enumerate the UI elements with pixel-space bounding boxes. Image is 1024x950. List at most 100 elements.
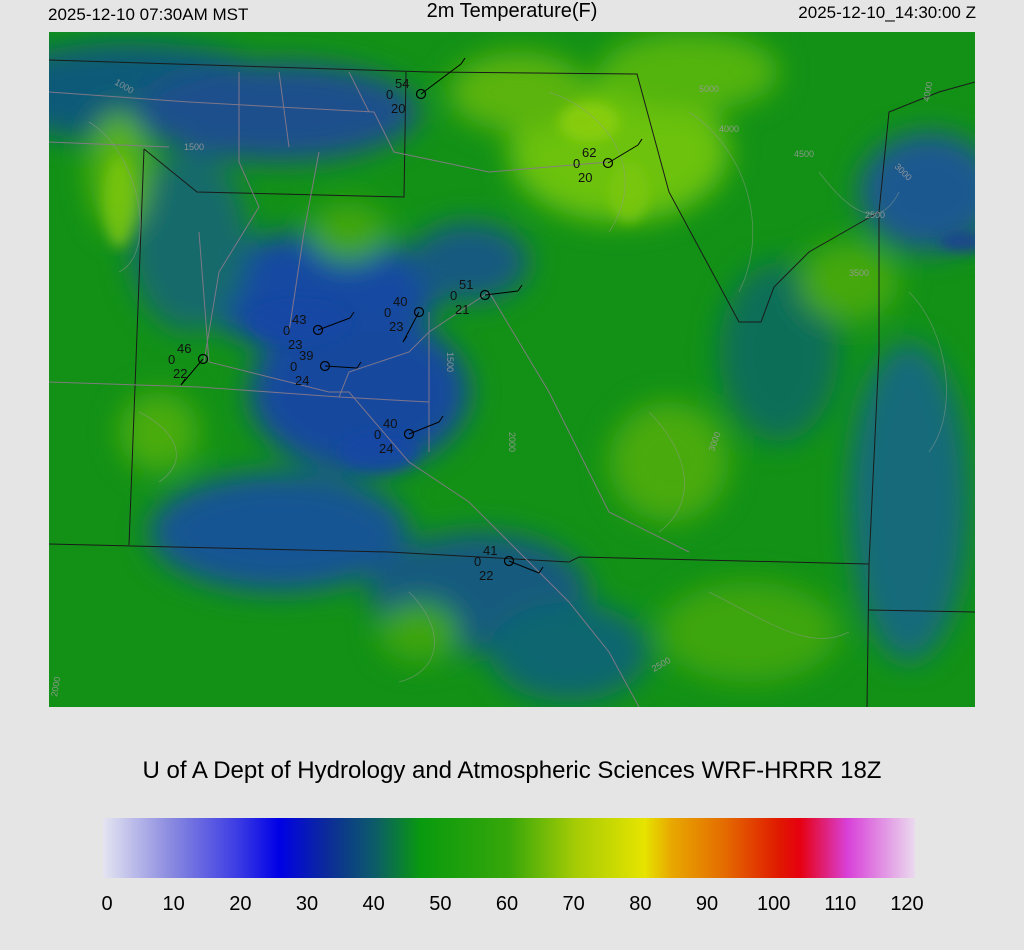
station-circle [312, 324, 324, 336]
station-wind-speed: 0 [283, 323, 290, 338]
contour-label: 2000 [507, 432, 517, 452]
wind-barb-flag [438, 415, 444, 423]
colorbar-tick-label: 70 [562, 893, 585, 915]
station-dewpoint: 23 [389, 319, 403, 334]
station-temperature: 43 [292, 312, 306, 327]
station-dewpoint: 23 [288, 337, 302, 352]
wind-barb [408, 421, 440, 435]
colorbar-gradient [103, 818, 915, 878]
wind-barb [317, 317, 351, 331]
colorbar-tick-label: 50 [429, 893, 452, 915]
wind-barb-flag [460, 57, 466, 65]
contour-label: 4000 [719, 124, 739, 134]
station-dewpoint: 22 [173, 366, 187, 381]
temperature-map: 1000 1500 2500 3000 3500 4000 4500 5000 … [49, 32, 975, 707]
station-temperature: 51 [459, 277, 473, 292]
contour-label: 3500 [849, 268, 869, 278]
station-wind-speed: 0 [474, 554, 481, 569]
colorbar-ticks: 0 10 20 30 40 50 60 70 80 90 100 110 120 [0, 893, 1024, 919]
contour-label: 1500 [445, 352, 455, 372]
wind-barb-flag [349, 311, 355, 319]
contour-label: 4500 [794, 149, 814, 159]
temperature-colorbar [103, 818, 915, 878]
station-wind-speed: 0 [290, 359, 297, 374]
wind-barb-flag [180, 378, 186, 386]
station-wind-speed: 0 [386, 87, 393, 102]
contour-labels: 1000 1500 2500 3000 3500 4000 4500 5000 … [49, 77, 934, 697]
station-dewpoint: 24 [295, 373, 309, 388]
wind-barb [484, 290, 519, 296]
colorbar-tick-label: 100 [756, 893, 791, 915]
colorbar-tick-label: 10 [162, 893, 185, 915]
station-circle [602, 157, 614, 169]
station-dewpoint: 20 [391, 101, 405, 116]
local-time-label: 2025-12-10 07:30AM MST [48, 5, 249, 24]
colorbar-tick-label: 20 [229, 893, 252, 915]
station-temperature: 46 [177, 341, 191, 356]
elevation-contours [88, 91, 947, 683]
station-temperature: 62 [582, 145, 596, 160]
colorbar-tick-label: 110 [824, 893, 857, 915]
colorbar-tick-label: 0 [101, 893, 113, 915]
station-wind-speed: 0 [450, 288, 457, 303]
colorbar-tick-label: 90 [695, 893, 719, 915]
contour-label: 5000 [699, 84, 719, 94]
credit-line: U of A Dept of Hydrology and Atmospheric… [142, 757, 882, 784]
station-wind-speed: 0 [168, 352, 175, 367]
wind-barb [420, 63, 462, 95]
road-network [49, 71, 690, 707]
station-wind-speed: 0 [384, 305, 391, 320]
station-circle [403, 428, 415, 440]
station-dewpoint: 24 [379, 441, 393, 456]
colorbar-tick-label: 60 [495, 893, 519, 915]
wind-barb-flag [517, 284, 523, 292]
station-temperature: 40 [383, 416, 397, 431]
contour-label: 2500 [865, 210, 885, 220]
contour-label: 2000 [49, 676, 62, 697]
temperature-map-svg: 1000 1500 2500 3000 3500 4000 4500 5000 … [49, 32, 975, 707]
station-dewpoint: 22 [479, 568, 493, 583]
contour-label: 1500 [184, 142, 204, 152]
station-circle [503, 555, 515, 567]
station-temperature: 39 [299, 348, 313, 363]
wind-barb-flag [637, 138, 643, 146]
station-dewpoint: 20 [578, 170, 592, 185]
wind-barb-flag [538, 566, 544, 574]
station-circle [413, 306, 425, 318]
colorbar-tick-label: 40 [362, 893, 385, 915]
station-wind-speed: 0 [374, 427, 381, 442]
wind-barb [180, 358, 204, 386]
map-title: 2m Temperature(F) [426, 0, 598, 22]
temperature-field [49, 32, 975, 702]
county-boundaries [49, 59, 975, 707]
colorbar-tick-label: 80 [629, 893, 652, 915]
wind-barb [508, 560, 540, 574]
station-circle [415, 88, 427, 100]
wind-barb [402, 311, 420, 343]
station-temperature: 40 [393, 294, 407, 309]
wind-barb [324, 365, 358, 369]
station-plots: 5402062020510214002343023390244602240024… [168, 57, 643, 583]
wind-barb-flag [356, 361, 362, 369]
wind-barb-flag [402, 335, 408, 343]
contour-label: 4000 [921, 81, 934, 102]
colorbar-tick-label: 120 [890, 893, 924, 915]
valid-time-label: 2025-12-10_14:30:00 Z [798, 3, 976, 22]
station-circle [197, 353, 209, 365]
station-wind-speed: 0 [573, 156, 580, 171]
station-temperature: 41 [483, 543, 497, 558]
temperature-detail [104, 102, 975, 472]
station-dewpoint: 21 [455, 302, 469, 317]
station-temperature: 54 [395, 76, 409, 91]
colorbar-tick-label: 30 [295, 893, 319, 915]
station-circle [479, 289, 491, 301]
